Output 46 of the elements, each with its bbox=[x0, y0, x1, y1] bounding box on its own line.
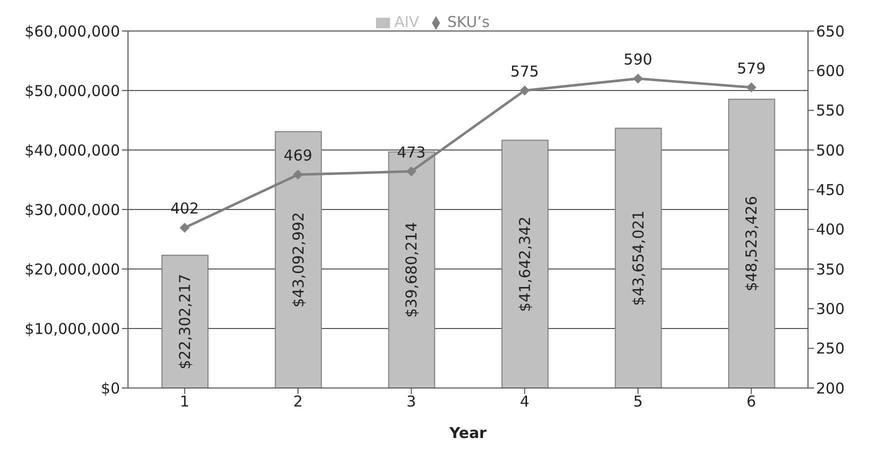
data-label: 469 bbox=[284, 146, 312, 165]
bar bbox=[728, 98, 776, 388]
y-tick-label: $20,000,000 bbox=[24, 260, 120, 278]
y-tick-label: $60,000,000 bbox=[24, 22, 120, 40]
y2-tick-label: 600 bbox=[816, 62, 845, 80]
y2-tick-label: 550 bbox=[816, 102, 845, 120]
legend-label: AIV bbox=[394, 13, 420, 31]
legend-label: SKU’s bbox=[447, 13, 490, 31]
bar bbox=[162, 254, 208, 388]
x-tick-label: 1 bbox=[180, 392, 190, 411]
y2-tick-label: 350 bbox=[816, 260, 845, 278]
y-tick-label: $0 bbox=[100, 379, 120, 398]
x-axis-title: Year bbox=[448, 424, 488, 442]
data-label: 590 bbox=[624, 50, 652, 69]
point bbox=[180, 222, 190, 233]
y2-tick-label: 200 bbox=[816, 379, 845, 398]
data-label: $22,302,217 bbox=[176, 274, 194, 370]
bar bbox=[614, 128, 662, 388]
y2-tick-label: 650 bbox=[816, 22, 845, 40]
data-label: $43,092,992 bbox=[289, 212, 308, 308]
y-tick-label: $50,000,000 bbox=[24, 82, 120, 100]
point bbox=[293, 170, 303, 180]
x-tick-label: 3 bbox=[406, 392, 416, 411]
y-tick-label: $40,000,000 bbox=[24, 141, 120, 160]
point bbox=[406, 166, 416, 176]
data-label: $48,523,426 bbox=[742, 196, 761, 292]
bar bbox=[502, 140, 548, 388]
y2-tick-label: 500 bbox=[816, 141, 845, 160]
y-tick-label: $30,000,000 bbox=[24, 200, 120, 219]
data-label: $43,654,021 bbox=[629, 210, 648, 306]
x-tick-label: 4 bbox=[520, 392, 530, 411]
point bbox=[633, 74, 643, 84]
data-label: $41,642,342 bbox=[516, 216, 534, 312]
y2-tick-label: 450 bbox=[816, 180, 845, 199]
y2-tick-label: 250 bbox=[816, 340, 845, 358]
x-tick-label: 6 bbox=[746, 392, 756, 411]
data-label: $39,680,214 bbox=[402, 222, 421, 318]
data-label: 575 bbox=[510, 62, 539, 80]
point bbox=[746, 82, 756, 92]
y-tick-label: $10,000,000 bbox=[24, 320, 120, 338]
y2-tick-label: 400 bbox=[816, 220, 845, 239]
y2-tick-label: 300 bbox=[816, 300, 845, 318]
point bbox=[520, 86, 530, 96]
x-tick-label: 5 bbox=[633, 392, 643, 411]
x-tick-label: 2 bbox=[293, 392, 303, 411]
data-label: 579 bbox=[737, 59, 766, 78]
